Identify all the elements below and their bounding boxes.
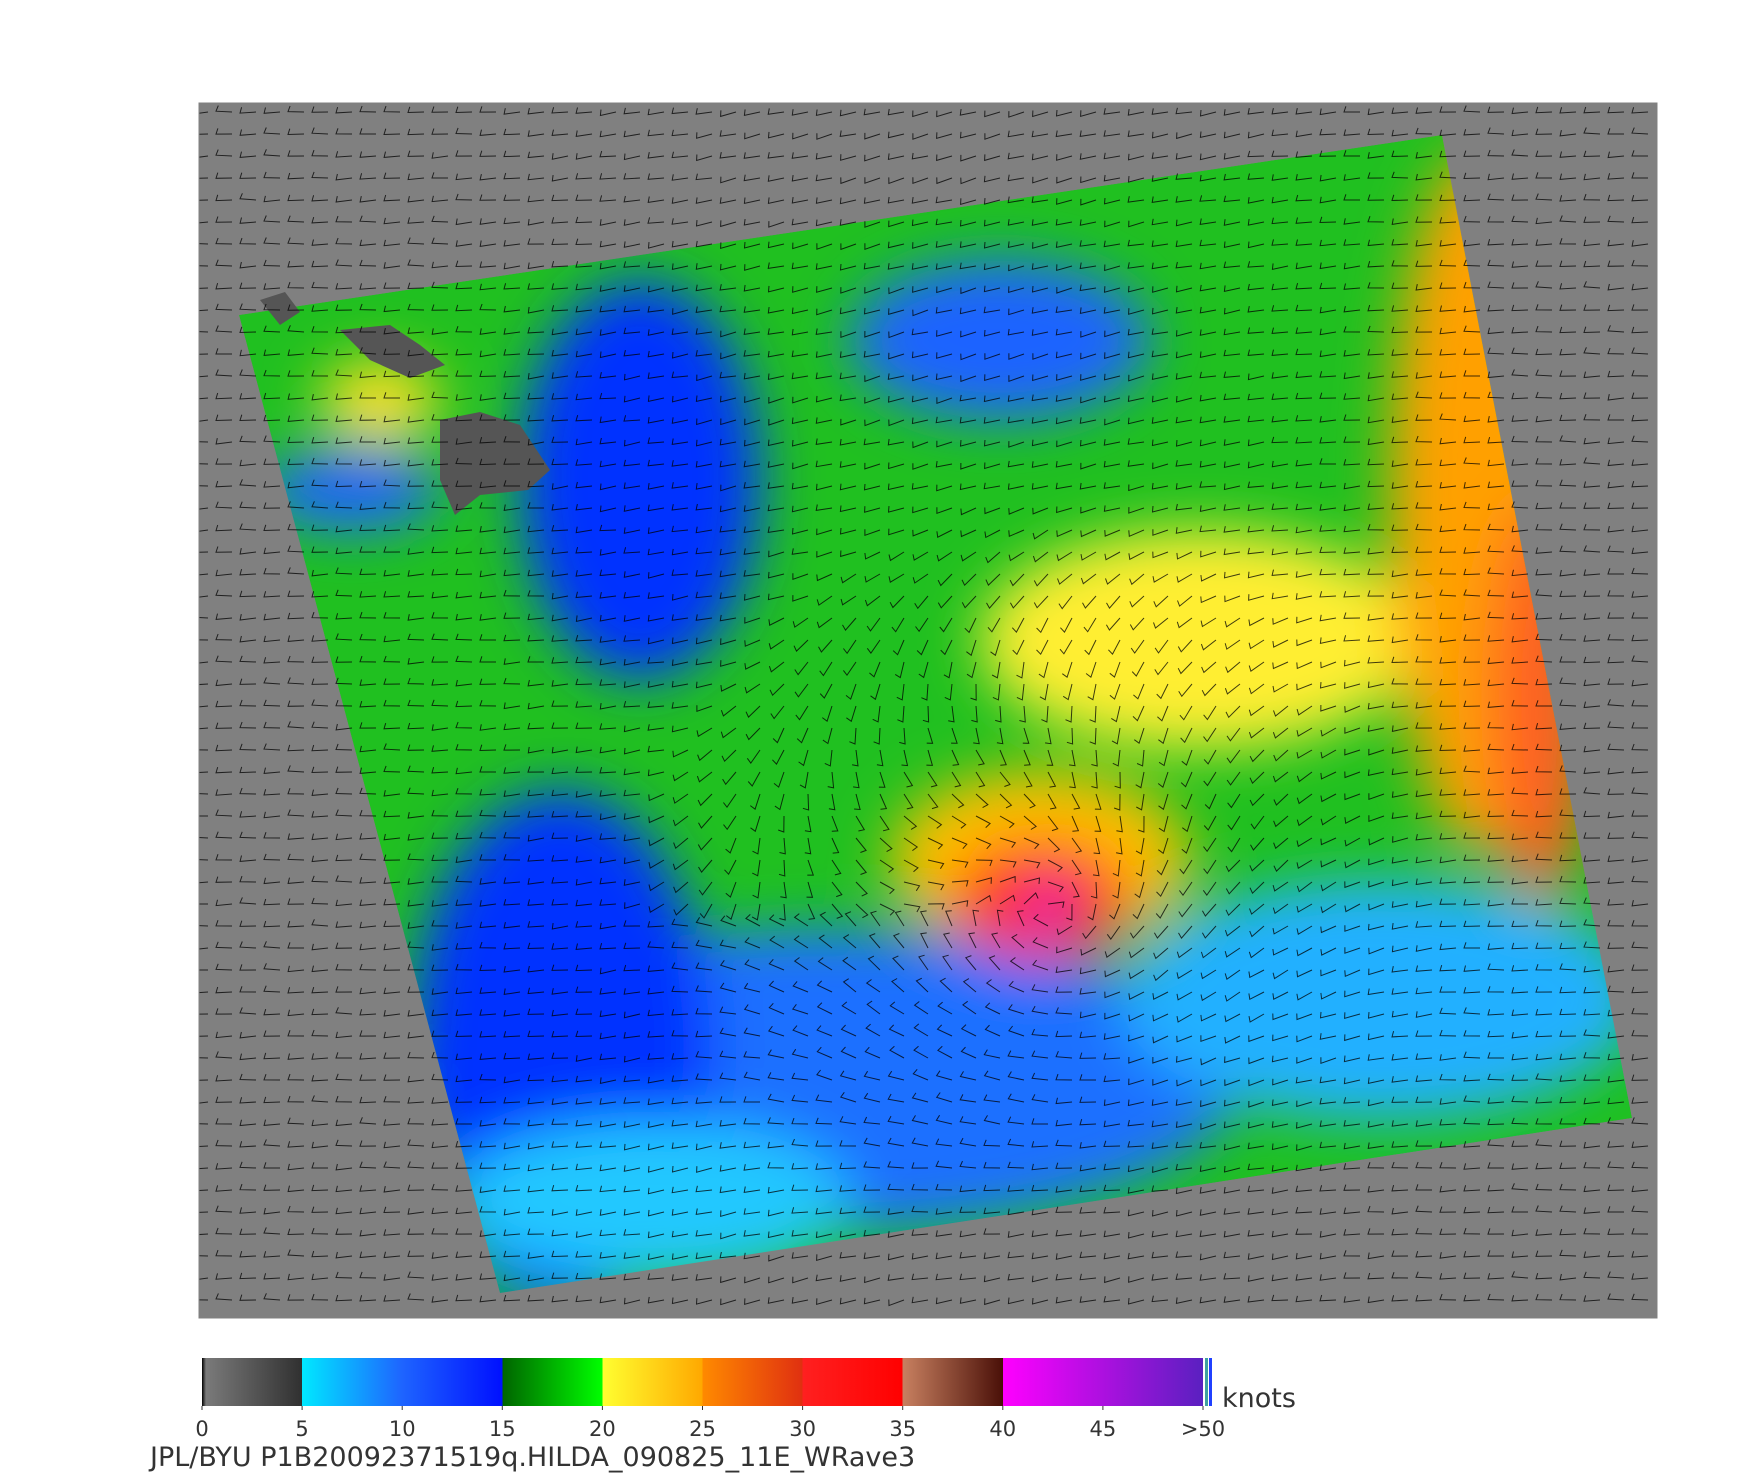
colorbar-tick-label: 45: [1090, 1417, 1117, 1441]
islands: [260, 292, 550, 515]
barb-field: [199, 105, 1649, 1307]
wind-swath: [239, 135, 1632, 1293]
colorbar-cap: [1209, 1358, 1212, 1406]
colorbar-tick-label: 35: [889, 1417, 916, 1441]
colorbar-tick-label: 25: [689, 1417, 716, 1441]
colorbar-tick-label: 5: [295, 1417, 308, 1441]
colorbar: knots 0 5 10 15 20 25 30 35 40 45 >50: [195, 1358, 1296, 1441]
unit-label: knots: [1222, 1383, 1296, 1414]
colorbar-scale: [202, 1358, 1203, 1406]
colorbar-tick-label: 15: [489, 1417, 516, 1441]
map-border: [198, 102, 1658, 1319]
caption: JPL/BYU P1B20092371519q.HILDA_090825_11E…: [148, 1442, 915, 1473]
wind-barbs: [199, 105, 1649, 1307]
colorbar-cap: [1205, 1358, 1208, 1406]
colorbar-tick-label: 0: [195, 1417, 208, 1441]
colorbar-tick-label: 30: [789, 1417, 816, 1441]
colorbar-tick-label: 40: [989, 1417, 1016, 1441]
colorbar-tick-label: >50: [1181, 1417, 1225, 1441]
colorbar-tick-label: 20: [589, 1417, 616, 1441]
colorbar-tick-label: 10: [389, 1417, 416, 1441]
